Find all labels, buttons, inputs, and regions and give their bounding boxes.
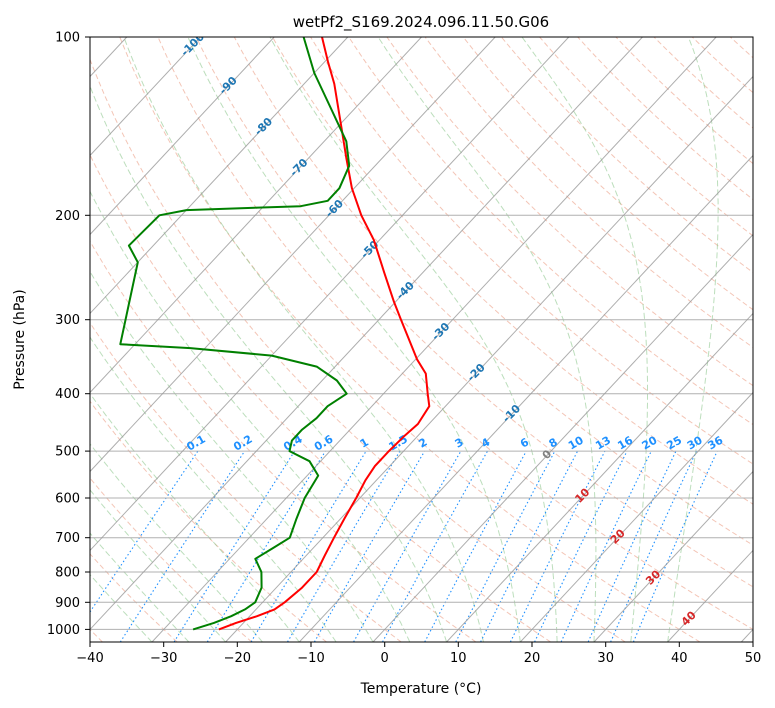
- profile-lines: [119, 37, 431, 631]
- isotherm-line: [90, 37, 201, 157]
- isotherm-grid: [90, 37, 753, 642]
- isotherm-line: [298, 154, 753, 642]
- dry-adiabat-line: [386, 37, 753, 387]
- dewpoint-profile-line: [119, 37, 351, 631]
- dry-adiabat-line: [272, 37, 753, 505]
- dry-adiabat-line: [157, 37, 753, 631]
- x-tick-label: 10: [450, 651, 467, 666]
- y-tick-label: 500: [55, 445, 80, 460]
- x-tick-label: 20: [524, 651, 541, 666]
- x-axis: −40 −30 −20 −10 0 10 20 30 40 50: [76, 642, 761, 666]
- y-tick-label: 1000: [47, 623, 80, 638]
- moist-adiabat-line: [90, 573, 153, 642]
- isotherm-line: [225, 75, 753, 642]
- x-tick-label: −40: [76, 651, 103, 666]
- mixing-ratio-line: [119, 450, 246, 642]
- mixing-ratio-line: [382, 450, 488, 642]
- moist-adiabat-line: [90, 190, 411, 642]
- x-tick-label: −20: [224, 651, 251, 666]
- chart-title: wetPf2_S169.2024.096.11.50.G06: [293, 13, 549, 32]
- y-tick-label: 300: [55, 313, 80, 328]
- dry-adiabat-line: [462, 37, 753, 311]
- dry-adiabat-line: [90, 321, 402, 642]
- isotherm-line: [90, 37, 349, 315]
- isotherm-line: [519, 391, 753, 642]
- dry-adiabat-line: [90, 153, 551, 642]
- mixing-ratio-line: [424, 450, 527, 642]
- dry-adiabat-line: [539, 37, 753, 237]
- mixing-ratio-line: [509, 450, 606, 642]
- moist-adiabat-line: [90, 532, 190, 642]
- mixing-ratio-line: [173, 450, 296, 642]
- plot-frame: [89, 36, 754, 643]
- mixing-ratio-line: [480, 450, 579, 642]
- dry-adiabat-line: [577, 37, 753, 201]
- moist-adiabat-line: [667, 37, 719, 642]
- x-tick-label: 30: [597, 651, 614, 666]
- moist-adiabat-line: [90, 270, 374, 642]
- mixing-ratio-line: [90, 450, 199, 613]
- isotherm-line: [90, 37, 643, 631]
- moist-adiabat-line: [90, 84, 448, 642]
- mixing-ratio-line: [610, 450, 697, 642]
- x-tick-label: −30: [150, 651, 177, 666]
- dry-adiabat-line: [348, 37, 753, 426]
- x-tick-label: 0: [381, 651, 389, 666]
- y-tick-label: 100: [55, 31, 80, 46]
- y-tick-label: 700: [55, 531, 80, 546]
- moist-adiabat-line: [521, 37, 648, 642]
- moist-adiabat-line: [90, 443, 263, 642]
- isotherm-line: [90, 37, 570, 552]
- moist-adiabat-line: [187, 37, 521, 642]
- dry-adiabat-line: [615, 37, 753, 165]
- dry-adiabat-line: [90, 400, 327, 642]
- x-axis-title: Temperature (°C): [360, 681, 482, 697]
- dry-adiabat-line: [90, 477, 253, 642]
- x-tick-label: −10: [297, 651, 324, 666]
- dry-adiabat-line: [90, 58, 626, 642]
- dry-adiabat-line: [119, 37, 701, 642]
- plot-background: [90, 37, 753, 642]
- isobar-grid: [90, 37, 753, 630]
- isotherm-line: [593, 470, 753, 642]
- isotherm-line: [372, 233, 753, 642]
- x-tick-label: 40: [671, 651, 688, 666]
- y-axis: 1000 900 800 700 600 500 400 300 200 100: [47, 31, 90, 638]
- mixing-ratio-line: [206, 450, 326, 642]
- y-tick-label: 800: [55, 566, 80, 581]
- dry-adiabat-line: [424, 37, 753, 349]
- y-tick-label: 900: [55, 596, 80, 611]
- dry-adiabats: [90, 37, 753, 642]
- temperature-profile-line: [218, 37, 431, 631]
- dry-adiabat-line: [233, 37, 753, 546]
- mixing-ratio-line: [250, 450, 367, 642]
- y-tick-label: 400: [55, 387, 80, 402]
- moist-adiabat-line: [269, 37, 558, 642]
- x-tick-label: 50: [745, 651, 762, 666]
- isotherm-line: [90, 37, 275, 236]
- isotherm-line: [90, 37, 496, 473]
- isotherm-line: [151, 37, 717, 642]
- mixing-ratio-line: [353, 450, 462, 642]
- isotherm-line: [90, 37, 422, 394]
- moist-adiabat-line: [90, 489, 226, 642]
- dry-adiabat-line: [501, 37, 753, 274]
- moist-adiabat-line: [123, 37, 484, 642]
- y-tick-label: 600: [55, 492, 80, 507]
- y-axis-title: Pressure (hPa): [12, 289, 28, 389]
- mixing-ratio-lines: [90, 450, 718, 642]
- moist-adiabat-line: [377, 37, 597, 642]
- isotherm-line: [446, 312, 753, 642]
- moist-adiabat-line: [90, 336, 337, 642]
- y-tick-label: 200: [55, 209, 80, 224]
